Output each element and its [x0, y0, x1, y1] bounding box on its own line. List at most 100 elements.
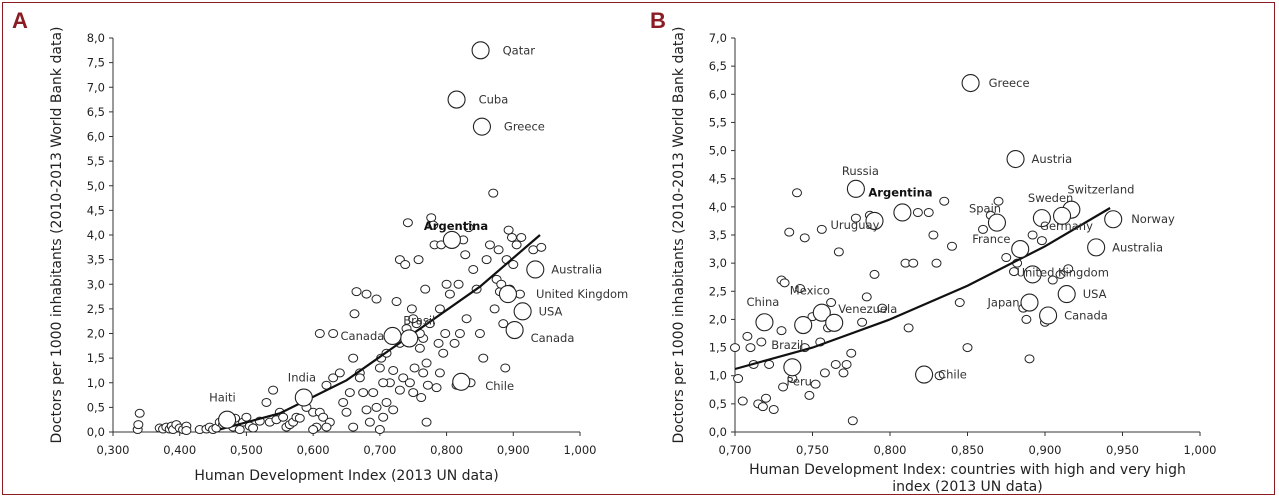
panel-letter-a: A [12, 8, 28, 33]
labeled-data-point [1006, 149, 1025, 169]
labeled-data-point [1104, 210, 1123, 229]
data-point [761, 393, 771, 403]
point-label: Peru [786, 374, 812, 388]
data-point [421, 358, 432, 368]
x-tick-label: 0,800 [874, 443, 907, 457]
point-label: Greece [989, 76, 1030, 90]
point-label: Canada [341, 329, 385, 343]
chart-panel-a: 0,0 0,5 1,0 1,5 2,0 2,5 3,0 3,5 4,0 4,5 5,0 5,5 6,0 6… [49, 27, 628, 484]
data-point [511, 240, 522, 250]
data-point [1027, 230, 1038, 240]
y-tick-label: 6,5 [87, 105, 105, 119]
data-point [422, 380, 433, 390]
y-tick-label: 4,0 [709, 200, 727, 214]
data-point [778, 382, 789, 392]
data-point [341, 407, 352, 417]
data-point [779, 278, 790, 288]
data-point [954, 298, 965, 308]
y-tick-label: 0,0 [709, 425, 727, 439]
data-point [493, 245, 504, 255]
data-point [1036, 236, 1047, 246]
labeled-data-point [865, 211, 884, 230]
data-point [931, 258, 942, 268]
point-label: Germany [1040, 219, 1093, 233]
data-point [792, 188, 802, 198]
data-point [398, 373, 409, 383]
labeled-data-point [755, 313, 774, 332]
data-point [394, 385, 405, 395]
data-point [484, 240, 495, 250]
y-tick-label: 3,5 [87, 253, 105, 267]
data-point [1009, 267, 1019, 277]
data-point [388, 365, 399, 375]
data-point [414, 343, 425, 353]
y-tick-label: 6,0 [87, 130, 105, 144]
data-point [799, 233, 810, 243]
labeled-data-point [783, 358, 802, 377]
x-tick-label: 0,900 [1029, 443, 1062, 457]
data-point [351, 287, 362, 297]
data-point [503, 225, 514, 235]
labeled-data-point [1039, 306, 1058, 325]
y-tick-label: 0,5 [709, 397, 727, 411]
labeled-data-point [400, 329, 419, 348]
data-point [133, 420, 144, 430]
point-label: Chile [485, 379, 514, 393]
data-point [378, 412, 389, 422]
labeled-data-point [846, 179, 865, 198]
y-tick-label: 5,0 [709, 144, 727, 158]
x-tick-label: 0,300 [97, 443, 130, 457]
data-point [181, 426, 192, 436]
data-point [756, 337, 767, 347]
data-point [278, 412, 289, 422]
y-tick-label: 7,0 [87, 80, 105, 94]
point-label: India [288, 371, 316, 385]
point-label: Sweden [1028, 191, 1073, 205]
data-point [358, 388, 369, 398]
x-tick-label: 0,600 [297, 443, 330, 457]
data-point [434, 304, 445, 314]
labeled-data-point [812, 303, 831, 322]
data-point [413, 255, 424, 265]
panel-letter-b: B [650, 8, 666, 33]
data-point [928, 230, 939, 240]
data-point [354, 373, 365, 383]
labeled-data-point [498, 285, 517, 304]
labeled-data-point [794, 316, 813, 335]
data-point [364, 417, 375, 427]
point-label: Brasil [403, 313, 435, 327]
data-point [368, 388, 379, 398]
data-point [804, 390, 815, 400]
trend-line [219, 234, 541, 431]
data-point [388, 405, 399, 415]
labeled-data-point [1020, 293, 1039, 312]
data-point [850, 213, 861, 223]
data-point [745, 343, 756, 353]
data-point [404, 378, 415, 388]
x-tick-label: 0,700 [363, 443, 396, 457]
data-point [344, 388, 355, 398]
point-label: Japan [987, 296, 1020, 310]
x-tick-label: 0,500 [230, 443, 263, 457]
data-point [374, 363, 385, 373]
labeled-data-point [513, 302, 532, 321]
data-point [908, 258, 919, 268]
data-point [334, 368, 345, 378]
data-point [338, 397, 349, 407]
data-point [409, 363, 420, 373]
data-point [733, 374, 744, 384]
x-tick-label: 0,800 [430, 443, 463, 457]
data-point [234, 425, 245, 435]
data-point [536, 242, 547, 252]
labeled-data-point [915, 365, 934, 384]
data-point [795, 283, 806, 293]
point-label: Norway [1131, 212, 1175, 226]
point-label: Spain [969, 202, 1001, 216]
data-point [1063, 264, 1074, 274]
data-point [838, 368, 849, 378]
y-tick-label: 5,5 [87, 154, 105, 168]
data-point [406, 304, 417, 314]
data-point [454, 329, 465, 338]
data-point [489, 304, 500, 314]
